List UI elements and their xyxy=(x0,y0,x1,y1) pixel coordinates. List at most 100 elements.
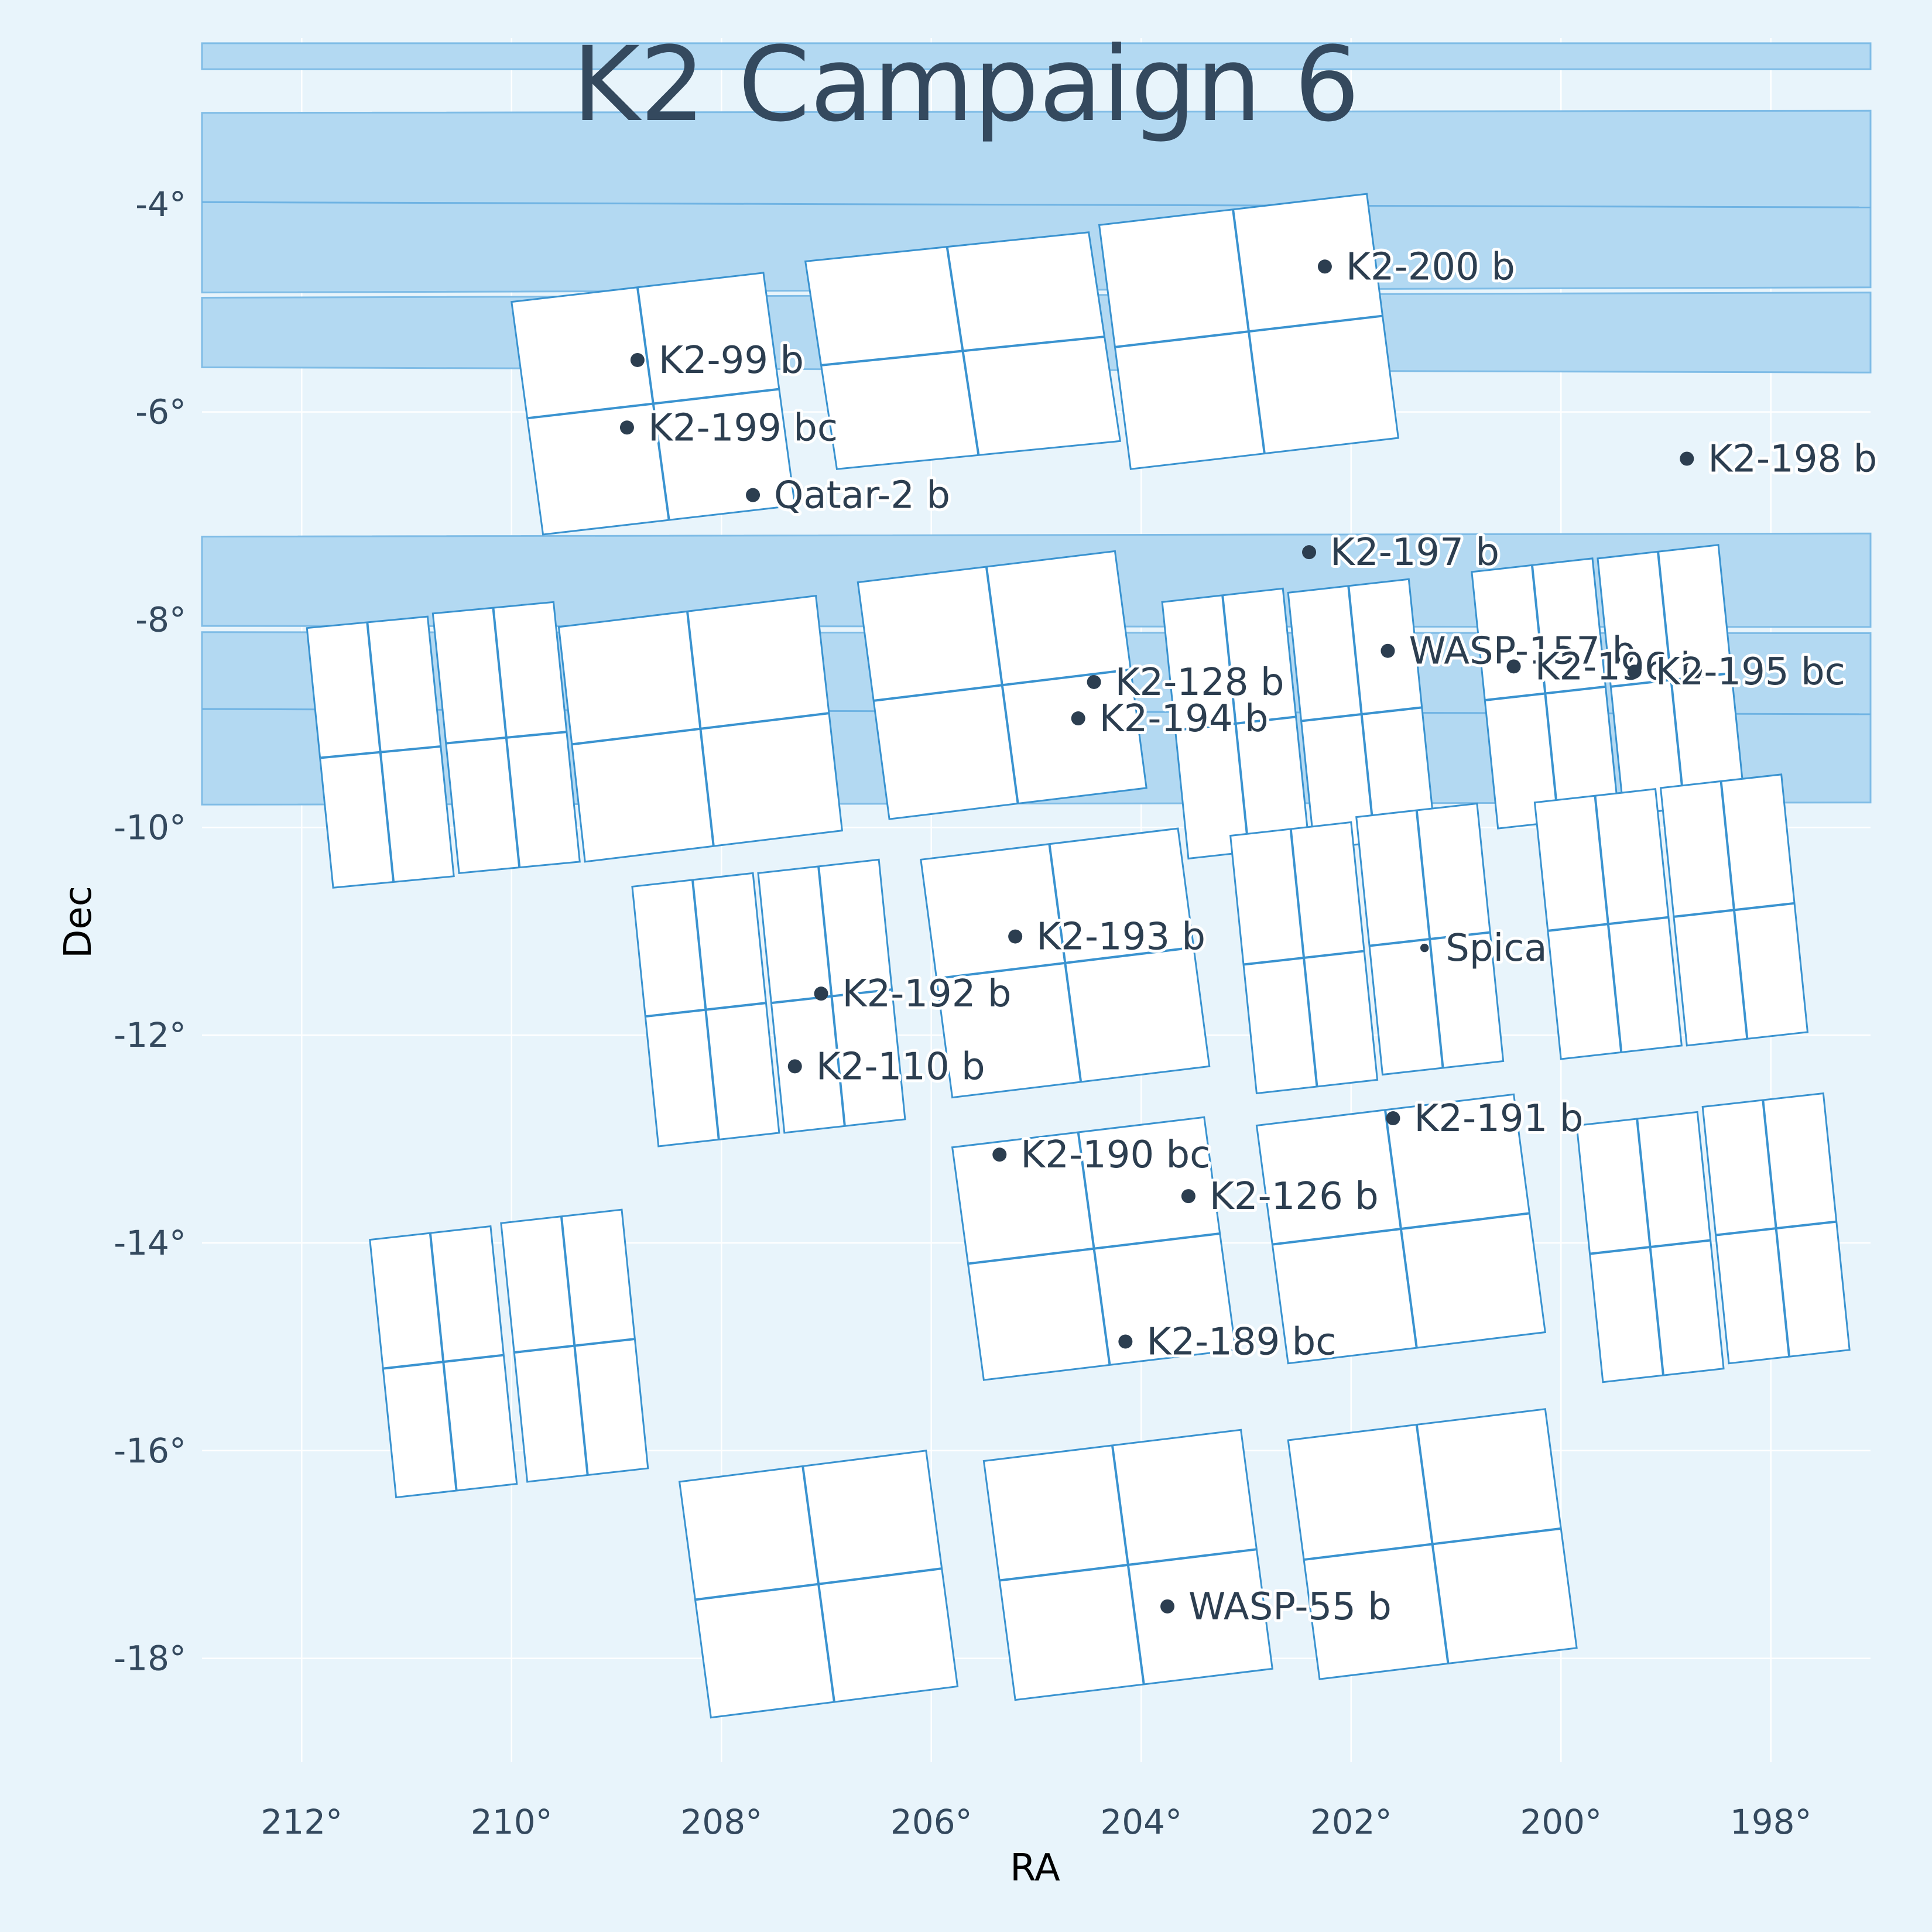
planet-point xyxy=(1317,259,1332,274)
ccd-divider xyxy=(1243,950,1365,966)
planet-label: K2-200 b xyxy=(1346,245,1515,289)
ccd-divider xyxy=(1175,715,1296,732)
planet-label: K2-198 b xyxy=(1708,438,1877,481)
planet-point xyxy=(814,986,828,1001)
planet-point xyxy=(787,1059,802,1074)
ccd-divider xyxy=(1115,314,1383,348)
ccd-divider xyxy=(1272,1212,1530,1246)
ccd-module xyxy=(1659,773,1809,1047)
ccd-divider xyxy=(645,1002,766,1018)
ccd-divider xyxy=(695,1567,942,1601)
y-tick-label: -12° xyxy=(114,1015,186,1055)
planet-point xyxy=(1420,943,1429,953)
planet-point xyxy=(1181,1189,1195,1204)
y-tick-label: -4° xyxy=(135,184,186,224)
ccd-module xyxy=(1597,544,1746,816)
y-tick-label: -8° xyxy=(135,600,186,639)
ccd-divider xyxy=(1611,672,1732,688)
x-tick-label: 210° xyxy=(471,1802,553,1842)
x-tick-label: 204° xyxy=(1100,1802,1182,1842)
ccd-divider xyxy=(1301,706,1422,722)
ccd-divider xyxy=(446,731,567,745)
x-tick-label: 212° xyxy=(261,1802,342,1842)
ccd-divider xyxy=(514,1338,635,1354)
planet-label: K2-195 bc xyxy=(1656,650,1845,694)
x-tick-label: 202° xyxy=(1310,1802,1392,1842)
ccd-module xyxy=(951,1116,1237,1381)
planet-label: K2-110 b xyxy=(816,1045,985,1088)
planet-point xyxy=(1071,711,1085,726)
y-tick-label: -14° xyxy=(114,1223,186,1263)
planet-label: K2-190 bc xyxy=(1020,1133,1210,1177)
ccd-module-layer xyxy=(306,193,1851,1719)
ccd-divider xyxy=(1673,902,1795,918)
planet-point xyxy=(1302,545,1317,560)
planet-point-layer: K2-200 b K2-99 b K2-199 bc Qatar-2 b K2-198 … xyxy=(619,242,1880,1632)
ccd-divider xyxy=(1303,1527,1561,1561)
planet-label: K2-194 b xyxy=(1099,697,1269,741)
planet-label: K2-192 b xyxy=(842,972,1012,1016)
ccd-module xyxy=(631,872,780,1147)
ccd-module xyxy=(306,615,455,889)
y-tick-label: -6° xyxy=(135,392,186,432)
planet-point xyxy=(1627,664,1642,679)
ccd-divider xyxy=(968,1232,1220,1265)
planet-point xyxy=(1506,659,1521,674)
planet-point xyxy=(746,488,761,502)
y-tick-label: -18° xyxy=(114,1639,186,1678)
ccd-module xyxy=(1471,557,1620,830)
planet-label: K2-99 b xyxy=(659,339,804,382)
survey-band xyxy=(201,109,1872,294)
ccd-module xyxy=(431,601,581,875)
planet-label: K2-128 b xyxy=(1115,661,1284,704)
planet-point xyxy=(1680,451,1694,466)
planet-label: WASP-55 b xyxy=(1188,1585,1392,1629)
ccd-module xyxy=(678,1450,959,1719)
ccd-divider xyxy=(527,388,780,420)
planet-label: K2-126 b xyxy=(1210,1175,1379,1218)
band-inner-line xyxy=(201,201,1871,208)
x-tick-label: 208° xyxy=(680,1802,762,1842)
planet-label: K2-189 bc xyxy=(1146,1320,1336,1364)
ccd-divider xyxy=(873,668,1131,702)
ccd-divider xyxy=(1590,1239,1711,1255)
ccd-module xyxy=(1575,1111,1725,1383)
ccd-module xyxy=(1287,1408,1578,1680)
planet-point xyxy=(1087,674,1101,689)
planet-point xyxy=(1008,929,1023,944)
ccd-divider xyxy=(571,712,830,746)
planet-label: K2-199 bc xyxy=(648,406,838,450)
ccd-module xyxy=(920,827,1211,1099)
planet-label: K2-197 b xyxy=(1330,531,1499,574)
planet-point xyxy=(619,420,634,435)
ccd-module xyxy=(500,1208,649,1483)
ccd-module xyxy=(1533,788,1683,1060)
planet-point xyxy=(1381,643,1395,658)
ccd-divider xyxy=(320,745,441,759)
x-tick-layer: 212° 210° 208° 206° 204° 202° 200° 198° xyxy=(261,1802,1811,1842)
y-tick-label: -16° xyxy=(114,1431,186,1471)
ccd-module xyxy=(804,231,1122,470)
ccd-divider xyxy=(1715,1220,1837,1236)
ccd-module xyxy=(1098,193,1400,470)
planet-point xyxy=(1118,1334,1133,1349)
planet-point xyxy=(1160,1599,1175,1614)
ccd-divider xyxy=(1485,685,1606,701)
planet-point xyxy=(630,352,645,367)
planet-label: K2-191 b xyxy=(1414,1097,1583,1140)
x-tick-label: 198° xyxy=(1730,1802,1812,1842)
ccd-module xyxy=(369,1225,518,1499)
ccd-module xyxy=(1355,802,1505,1076)
planet-label: K2-196 b xyxy=(1535,645,1704,688)
ccd-module xyxy=(1287,578,1436,851)
x-tick-label: 206° xyxy=(890,1802,972,1842)
planet-point xyxy=(992,1147,1007,1162)
planet-label: Spica xyxy=(1445,927,1547,970)
ccd-divider xyxy=(1369,931,1491,947)
ccd-divider xyxy=(999,1548,1257,1582)
planet-label: WASP-157 b xyxy=(1409,630,1636,673)
ccd-module xyxy=(1255,1093,1547,1365)
y-tick-layer: -4° -6° -8° -10° -12° -14° -16° -18° xyxy=(114,184,186,1678)
ccd-module xyxy=(1229,821,1379,1095)
